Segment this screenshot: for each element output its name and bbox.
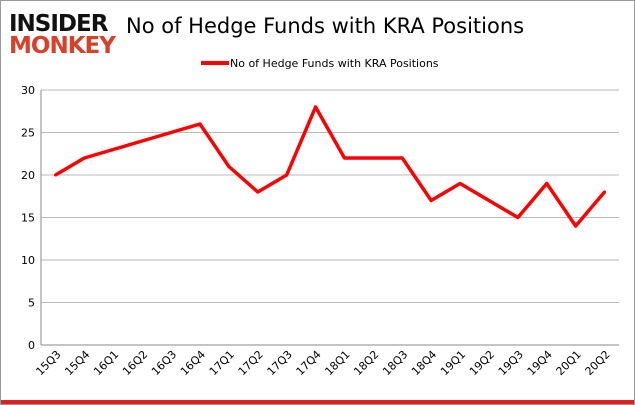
x-tick-label: 18Q3: [380, 348, 410, 378]
x-tick-label: 20Q2: [583, 348, 613, 378]
data-point: [487, 199, 491, 202]
x-tick-label: 17Q2: [236, 348, 266, 378]
y-tick-label: 0: [28, 339, 35, 352]
data-point: [516, 216, 520, 219]
data-point: [111, 148, 115, 151]
y-tick-label: 20: [21, 169, 35, 182]
x-tick-label: 20Q1: [554, 348, 584, 378]
data-point: [82, 156, 86, 160]
x-tick-label: 17Q1: [207, 348, 237, 378]
x-tick-label: 19Q3: [496, 348, 526, 378]
y-tick-label: 5: [28, 297, 35, 310]
x-tick-label: 16Q4: [178, 348, 208, 378]
x-tick-label: 17Q3: [265, 348, 295, 378]
x-tick-label: 18Q4: [409, 348, 439, 378]
data-point: [256, 190, 260, 194]
x-tick-label: 19Q1: [438, 348, 468, 378]
x-tick-label: 16Q1: [91, 348, 121, 378]
data-point: [342, 156, 346, 160]
data-point: [545, 182, 549, 185]
chart-title: No of Hedge Funds with KRA Positions: [126, 14, 524, 38]
data-point: [140, 139, 144, 143]
svg-text:INSIDER: INSIDER: [9, 11, 109, 37]
data-point: [458, 182, 462, 185]
data-point: [53, 173, 57, 177]
data-point: [314, 105, 318, 109]
data-point: [574, 224, 578, 228]
x-tick-label: 16Q2: [120, 348, 150, 378]
x-tick-label: 17Q4: [294, 348, 324, 378]
x-tick-label: 16Q3: [149, 348, 179, 378]
x-tick-label: 18Q1: [322, 348, 352, 378]
data-point: [371, 156, 375, 160]
y-tick-label: 25: [21, 127, 35, 140]
y-tick-label: 10: [21, 254, 35, 267]
insider-monkey-logo: INSIDER MONKEY: [9, 11, 117, 59]
bottom-accent-bar: [1, 400, 634, 404]
series-line: [54, 105, 606, 228]
y-tick-label: 30: [21, 84, 35, 97]
data-point: [285, 173, 289, 177]
data-point: [603, 190, 607, 194]
svg-text:MONKEY: MONKEY: [9, 33, 116, 59]
data-point: [400, 156, 404, 160]
legend: No of Hedge Funds with KRA Positions: [201, 57, 439, 70]
x-tick-label: 18Q2: [351, 348, 381, 378]
data-point: [227, 165, 231, 168]
x-tick-label: 15Q4: [62, 348, 92, 378]
x-tick-label: 15Q3: [33, 348, 63, 378]
data-point: [429, 199, 433, 202]
x-tick-label: 19Q4: [525, 348, 555, 378]
data-point: [198, 122, 202, 126]
legend-label: No of Hedge Funds with KRA Positions: [230, 57, 439, 70]
x-tick-label: 19Q2: [467, 348, 497, 378]
y-tick-label: 15: [21, 212, 35, 225]
data-point: [169, 131, 173, 134]
